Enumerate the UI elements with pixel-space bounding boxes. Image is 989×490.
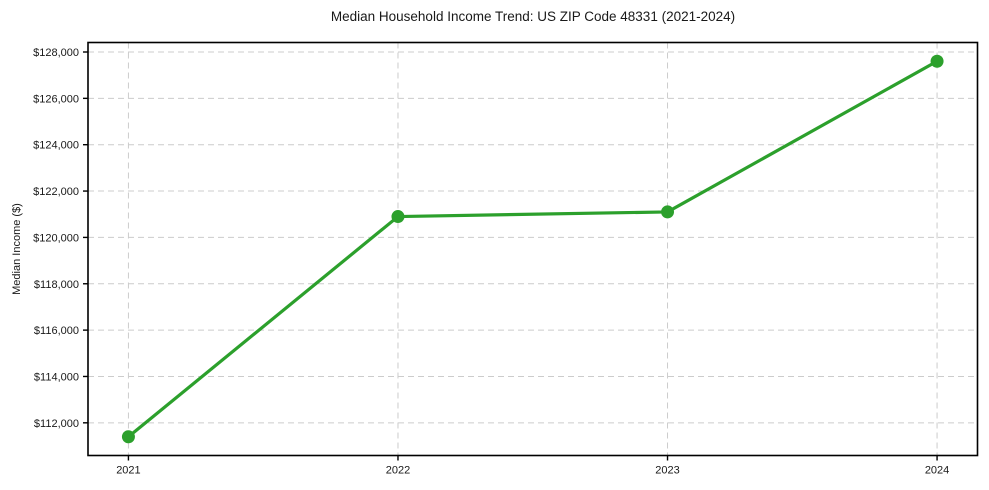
y-tick-label: $120,000 xyxy=(33,232,79,244)
y-tick-label: $126,000 xyxy=(33,93,79,105)
data-point xyxy=(930,54,944,68)
y-tick-label: $124,000 xyxy=(33,140,79,152)
x-tick-label: 2023 xyxy=(655,465,679,477)
y-tick-label: $128,000 xyxy=(33,47,79,59)
plot-frame xyxy=(87,41,979,457)
data-point xyxy=(391,210,405,224)
y-tick-label: $122,000 xyxy=(33,186,79,198)
x-tick-label: 2024 xyxy=(925,465,949,477)
data-point xyxy=(661,205,675,219)
x-tick-label: 2022 xyxy=(386,465,410,477)
y-tick-label: $118,000 xyxy=(34,279,79,291)
chart-title: Median Household Income Trend: US ZIP Co… xyxy=(330,9,736,24)
trend-line xyxy=(126,59,939,439)
data-point xyxy=(121,430,135,444)
y-tick-label: $116,000 xyxy=(34,325,79,337)
x-tick-label: 2021 xyxy=(116,465,140,477)
y-tick-label: $112,000 xyxy=(34,418,79,430)
y-tick-label: $114,000 xyxy=(34,371,79,383)
